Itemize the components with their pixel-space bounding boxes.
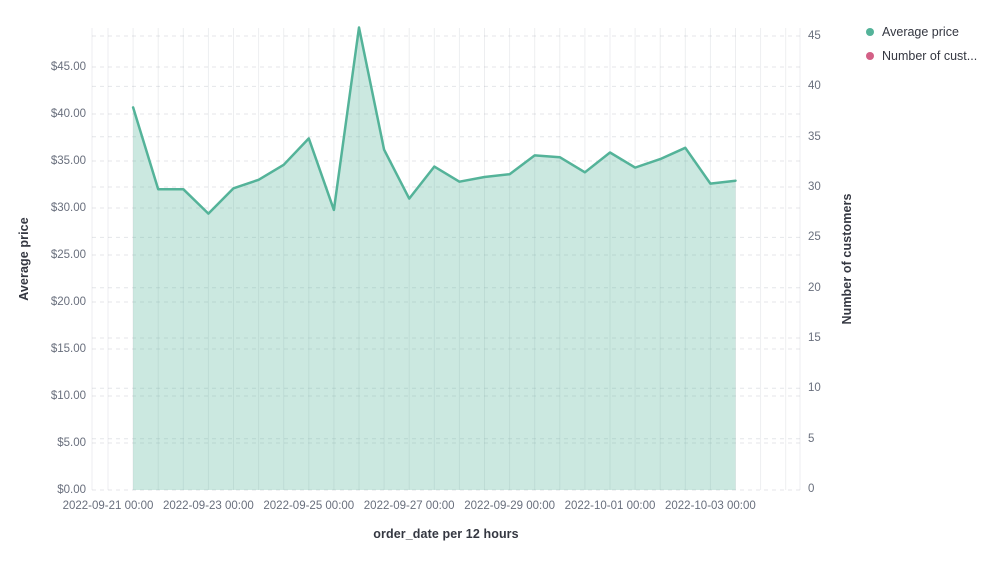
y-right-tick-label: 30 [808, 181, 821, 193]
right-axis-title: Number of customers [840, 193, 854, 325]
x-tick-label: 2022-09-25 00:00 [263, 500, 355, 512]
y-right-tick-label: 25 [808, 231, 821, 244]
y-left-tick-label: $40.00 [50, 108, 86, 120]
x-tick-label: 2022-09-27 00:00 [363, 500, 455, 512]
legend-series-label: Number of cust... [882, 49, 978, 63]
y-right-tick-label: 15 [808, 332, 821, 344]
y-left-tick-label: $25.00 [50, 249, 86, 261]
y-left-tick-label: $30.00 [50, 202, 86, 214]
x-tick-label: 2022-10-01 00:00 [564, 500, 656, 512]
y-left-tick-label: $20.00 [50, 296, 86, 308]
average-price-line [131, 26, 737, 215]
x-tick-label: 2022-09-29 00:00 [464, 500, 555, 512]
y-left-tick-label: $35.00 [50, 155, 86, 167]
horizontal-gridlines [92, 35, 800, 491]
y-right-tick-label: 45 [808, 30, 821, 42]
y-right-tick-label: 10 [808, 382, 821, 395]
y-left-tick-label: $15.00 [50, 343, 86, 355]
y-left-tick-label: $45.00 [50, 61, 86, 73]
y-right-tick-label: 20 [808, 281, 821, 294]
y-left-tick-label: $10.00 [50, 390, 86, 402]
y-right-tick-label: 35 [808, 130, 821, 143]
legend-series-dot-icon [866, 28, 874, 36]
x-tick-label: 2022-09-23 00:00 [162, 500, 254, 512]
legend-series-label: Average price [882, 25, 959, 39]
vertical-gridlines [91, 28, 801, 490]
y-left-tick-label: $0.00 [57, 484, 86, 496]
average-price-area [133, 27, 736, 490]
left-axis-title: Average price [17, 217, 31, 301]
legend-item[interactable]: Number of cust... [866, 48, 977, 64]
x-tick-label: 2022-10-03 00:00 [664, 500, 756, 512]
y-right-tick-label: 5 [808, 432, 815, 445]
x-axis-title: order_date per 12 hours [373, 527, 519, 541]
legend-item[interactable]: Average price [866, 24, 977, 40]
y-left-tick-label: $5.00 [57, 437, 86, 449]
legend: Average price Number of cust... [866, 24, 977, 72]
legend-series-dot-icon [866, 52, 874, 60]
y-right-tick-label: 0 [808, 483, 815, 495]
x-tick-label: 2022-09-21 00:00 [62, 500, 154, 512]
y-right-tick-label: 40 [808, 80, 821, 93]
